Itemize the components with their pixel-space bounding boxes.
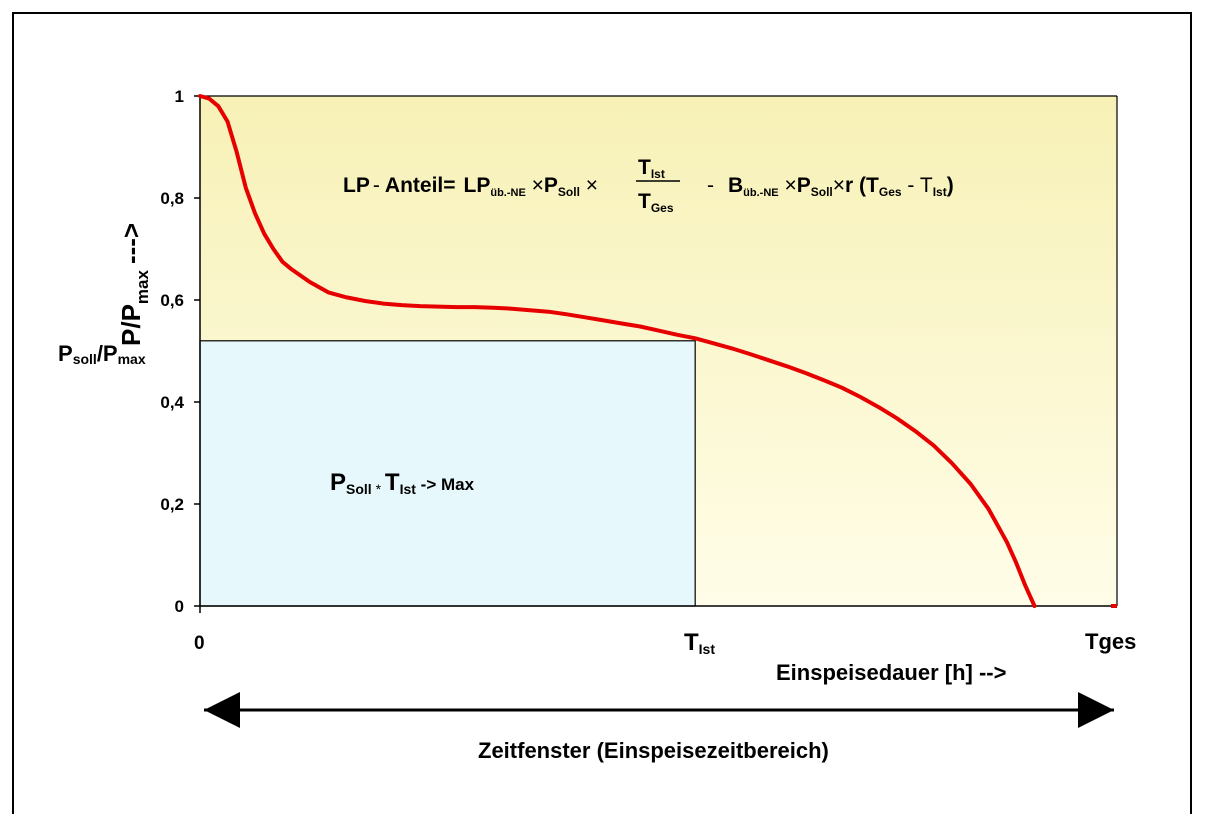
y-tick-label: 0,8 bbox=[160, 189, 184, 208]
y-tick-label: 0,4 bbox=[160, 393, 184, 412]
psoll-tist-rectangle bbox=[199, 340, 696, 607]
svg-text:-Büb.-NE ×PSoll×r (TGes - TIst: - Büb.-NE ×PSoll×r (TGes - TIst) bbox=[707, 174, 954, 199]
x-marker-labels: 0 TIst Tges bbox=[194, 629, 1136, 657]
outer-frame bbox=[12, 12, 1192, 814]
x-marker-tges: Tges bbox=[1085, 629, 1136, 654]
svg-text:LP- Anteil=LPüb.-NE ×PSoll ×: LP - Anteil= LPüb.-NE ×PSoll × bbox=[343, 174, 598, 199]
x-marker-0: 0 bbox=[194, 633, 205, 654]
y-axis-label: P/Pmax---> bbox=[116, 223, 152, 346]
x-marker-tist: TIst bbox=[684, 629, 715, 657]
time-window-label: Zeitfenster (Einspeisezeitbereich) bbox=[478, 738, 829, 763]
y-tick-label: 0,2 bbox=[160, 495, 184, 514]
rect-label: PSoll * TIst -> Max bbox=[330, 469, 475, 497]
y-tick-label: 0,6 bbox=[160, 291, 184, 310]
formula: LP - Anteil= LPüb.-NE ×PSoll × TIst TGes -… bbox=[343, 156, 954, 215]
y-ticks bbox=[194, 95, 201, 613]
series-line bbox=[198, 94, 1037, 608]
psoll-pmax-label: Psoll/Pmax bbox=[58, 341, 146, 367]
y-tick-labels: 0 0,2 0,4 0,6 0,8 1 bbox=[160, 87, 184, 616]
y-tick-label: 1 bbox=[175, 87, 184, 106]
svg-text:TIst: TIst bbox=[638, 156, 665, 181]
y-tick-label: 0 bbox=[175, 597, 184, 616]
x-axis-label: Einspeisedauer [h] --> bbox=[776, 660, 1006, 685]
svg-text:TGes: TGes bbox=[638, 190, 674, 215]
